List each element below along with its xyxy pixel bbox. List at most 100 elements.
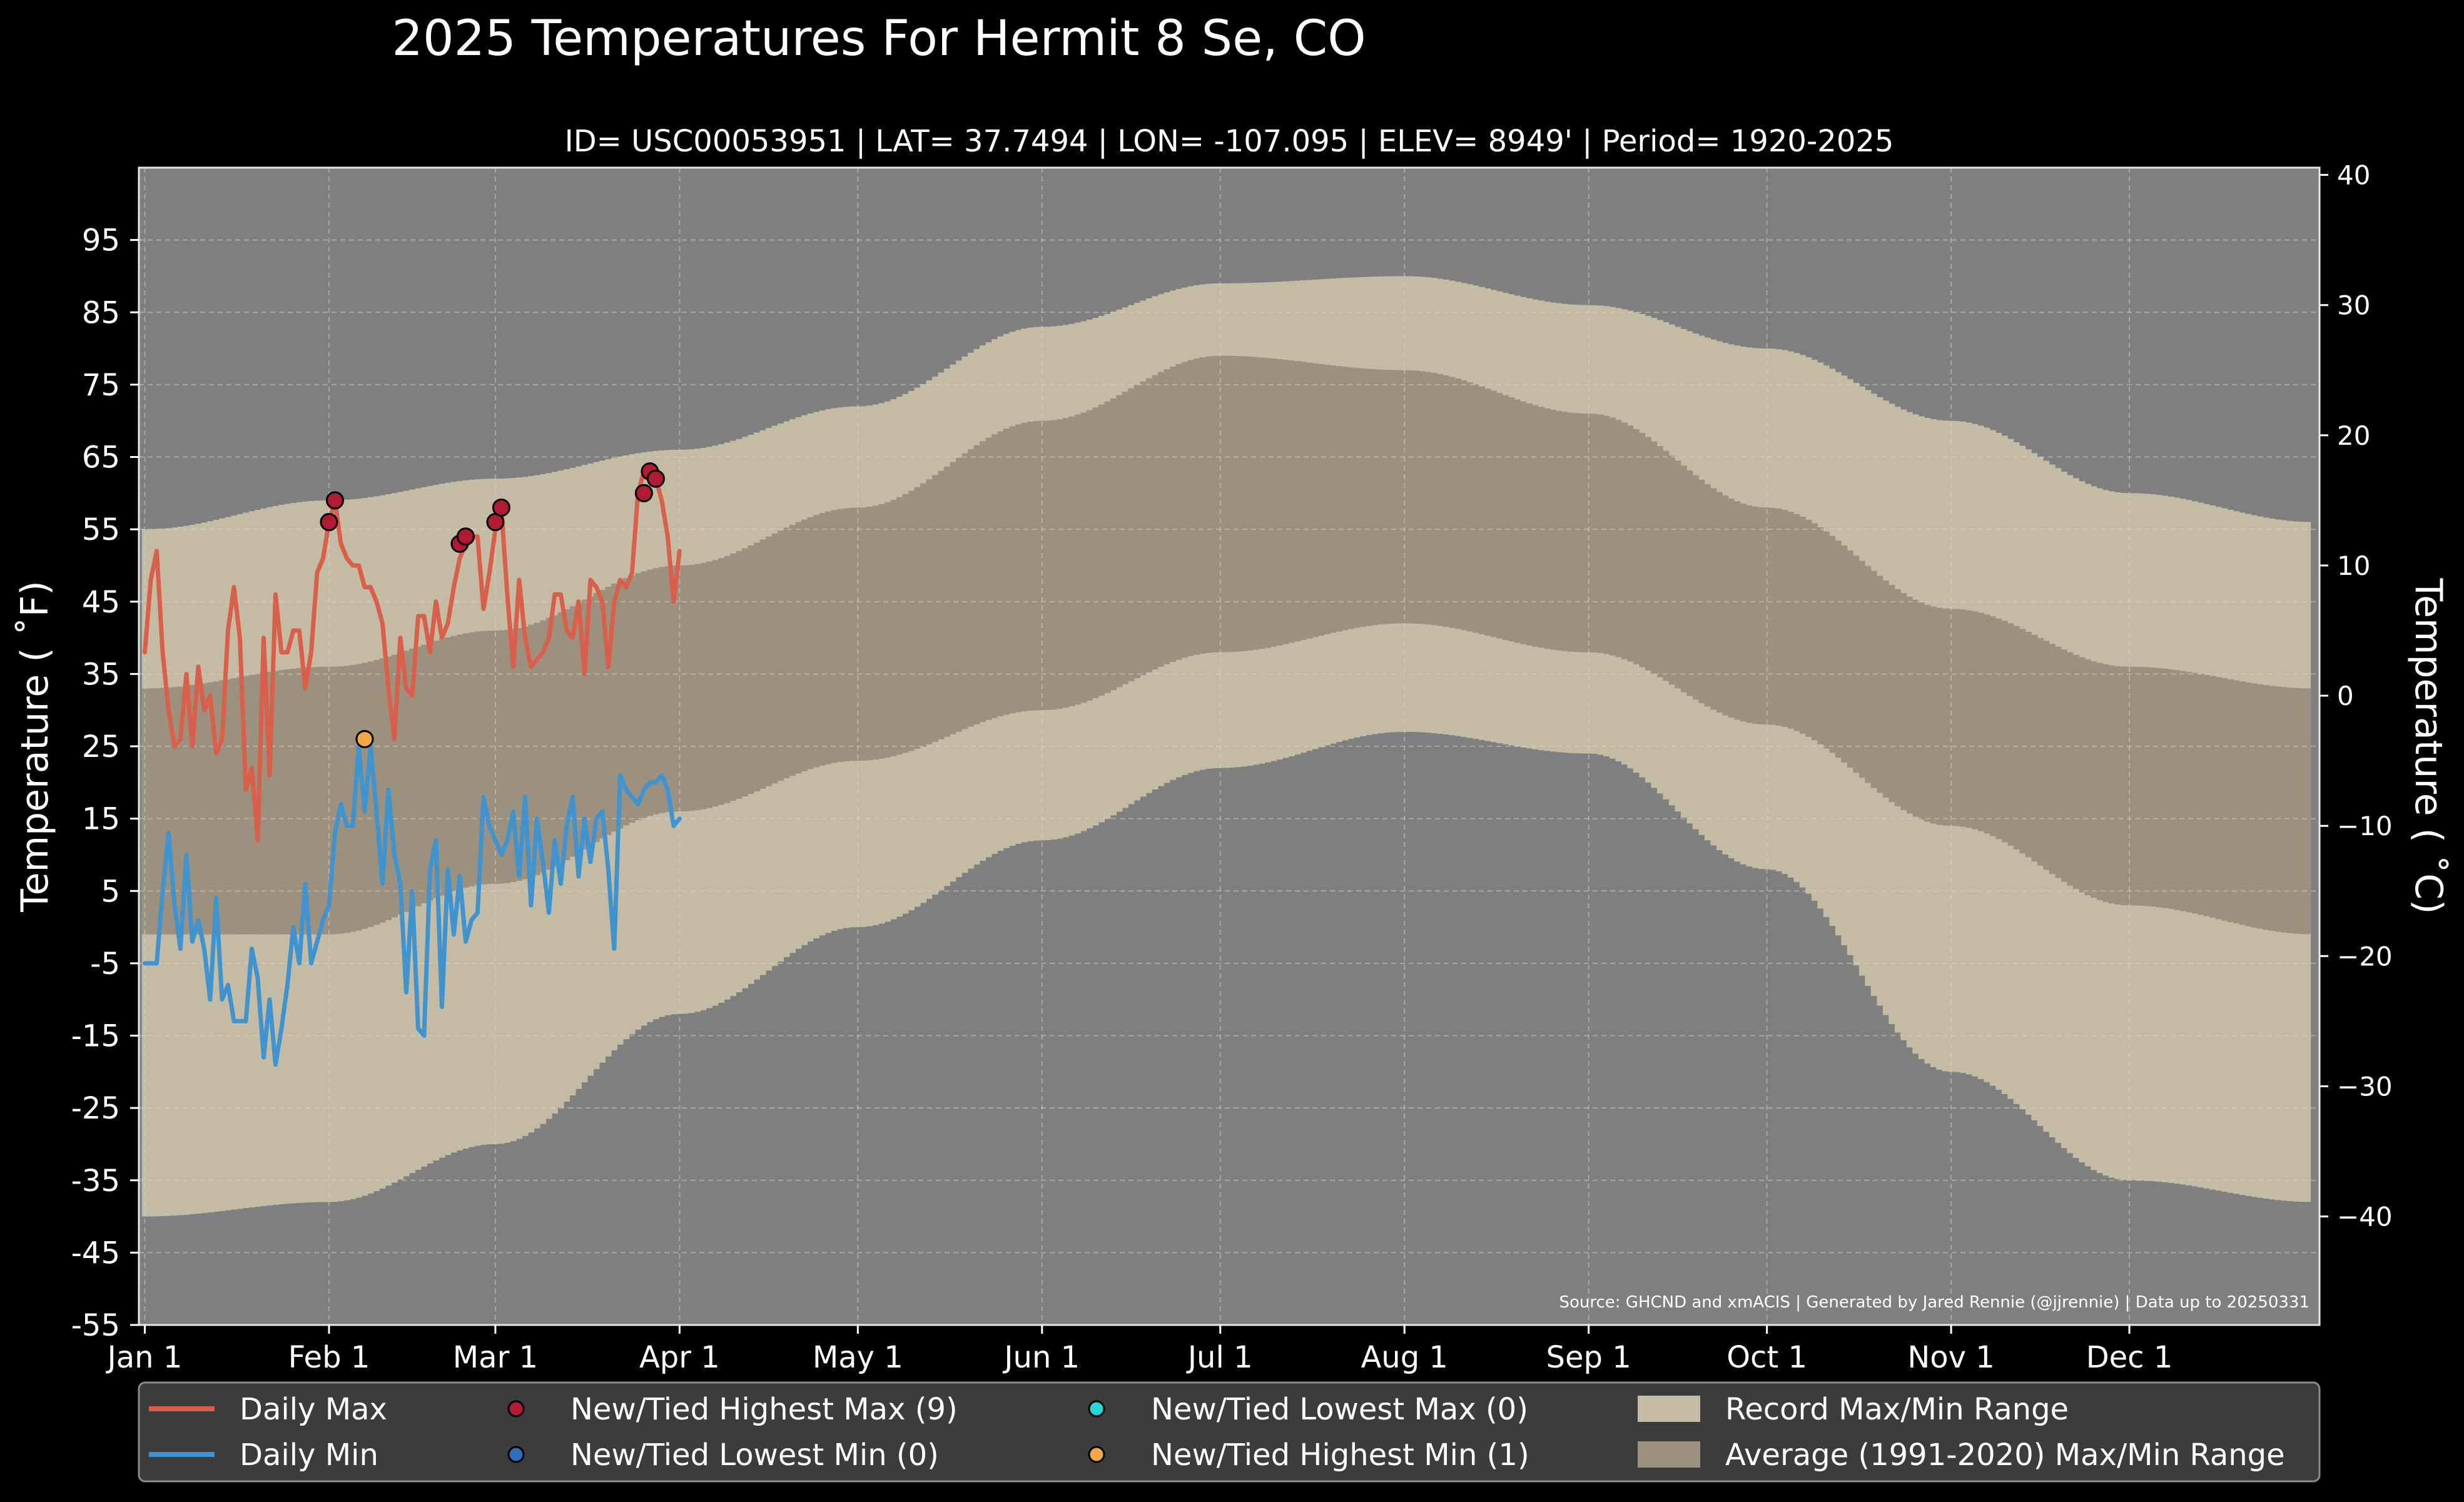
average-range-bar [885,502,891,758]
average-range-bar [1175,363,1182,660]
average-range-bar [1858,561,1865,778]
average-range-bar [1128,388,1135,681]
average-range-bar [2293,688,2299,934]
average-range-bar [676,565,683,812]
average-range-bar [2251,683,2258,928]
average-range-bar [1449,377,1456,628]
legend-label: New/Tied Lowest Max (0) [1151,1392,1528,1427]
average-range-bar [700,562,707,809]
average-range-bar [1419,371,1426,624]
average-range-bar [866,507,873,761]
average-range-bar [652,568,659,814]
average-range-bar [1841,545,1848,763]
average-range-bar [1087,410,1093,701]
average-range-bar [991,434,998,718]
average-range-bar [1870,571,1877,788]
y-tick-label-right: 0 [2337,681,2354,711]
average-range-bar [243,676,250,935]
average-range-bar [789,524,796,776]
average-range-bar [611,584,618,832]
average-range-bar [272,671,279,935]
average-range-bar [540,620,547,873]
average-range-bar [326,666,333,935]
average-range-bar [1894,589,1901,806]
average-range-bar [771,533,778,784]
average-range-bar [415,646,422,906]
average-range-bar [2049,644,2056,874]
average-range-bar [1075,414,1081,705]
y-tick-label: -35 [71,1164,120,1199]
average-range-bar [1366,368,1372,626]
average-range-bar [1063,418,1069,708]
average-range-bar [2179,671,2186,911]
average-range-bar [1211,355,1218,652]
average-range-bar [290,668,297,935]
average-range-bar [1170,366,1176,662]
average-range-bar [980,441,986,723]
average-range-bar [587,596,594,846]
average-range-bar [1668,455,1675,685]
average-range-bar [1347,367,1354,629]
y-tick-label-right: 40 [2337,160,2370,191]
average-range-bar [1561,412,1568,651]
average-range-bar [1205,356,1212,653]
average-range-bar [682,565,689,811]
x-axis: Jan 1 Feb 1 Mar 1 Apr 1 May 1 Jun 1 Jul 1 Aug 1… [106,1325,2172,1375]
legend-label: Average (1991-2020) Max/Min Range [1725,1438,2285,1473]
y-tick-label: 45 [82,585,120,620]
legend-item: Record Max/Min Range [1638,1392,2069,1427]
average-range-bar [736,551,743,799]
record-marker [320,513,338,532]
average-range-bar [623,578,630,826]
average-range-bar [1194,358,1200,655]
average-range-bar [671,566,677,812]
record-marker [492,498,510,517]
average-range-bar [141,688,148,935]
average-range-bar [1051,420,1057,710]
average-range-bar [510,629,517,883]
legend: Daily Max Daily Min New/Tied Highest Max (… [149,1392,2285,1473]
average-range-bar [1312,363,1319,637]
average-range-bar [1663,450,1670,681]
average-range-bar [659,567,666,813]
average-range-bar [1989,616,1996,836]
average-range-bar [926,479,933,744]
average-range-bar [617,581,624,829]
average-range-bar [1710,488,1717,710]
average-range-bar [1187,360,1194,656]
average-range-bar [1270,358,1277,647]
average-range-bar [1609,417,1616,656]
average-range-bar [1431,373,1437,626]
average-range-bar [1140,381,1147,676]
average-range-bar [2257,684,2264,929]
average-range-bar [534,622,540,875]
average-range-bar [819,513,826,766]
legend-label: New/Tied Highest Min (1) [1151,1438,1529,1473]
average-range-bar [1805,519,1812,737]
average-range-bar [908,490,915,751]
x-tick-label: Jun 1 [1002,1340,1080,1375]
record-marker [456,527,475,546]
average-range-bar [1651,441,1658,674]
average-range-bar [183,686,190,935]
legend-swatch-dot [507,1446,525,1463]
average-range-bar [1110,398,1117,691]
y-tick-label: 65 [82,440,120,475]
average-range-bar [1027,422,1033,711]
average-range-bar [480,631,487,885]
average-range-bar [2144,667,2151,906]
average-range-bar [1770,507,1777,725]
average-range-bar [1675,460,1681,689]
x-tick-label: Oct 1 [1726,1340,1807,1375]
average-range-bar [1324,365,1331,634]
average-range-bar [854,507,861,761]
average-range-bar [278,670,285,935]
y-tick-label: 5 [101,874,120,909]
average-range-bar [545,617,552,870]
average-range-bar [177,686,184,935]
average-range-bar [1823,531,1830,749]
average-range-bar [1787,512,1794,729]
average-range-bar [248,674,255,935]
average-range-bar [1633,429,1640,664]
average-range-bar [1068,416,1075,706]
